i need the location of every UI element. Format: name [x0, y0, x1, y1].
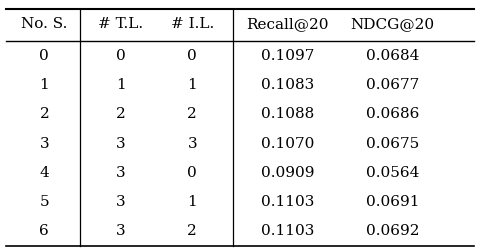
Text: # I.L.: # I.L.	[171, 17, 214, 31]
Text: 2: 2	[187, 107, 197, 121]
Text: 3: 3	[116, 136, 125, 150]
Text: 3: 3	[116, 166, 125, 180]
Text: 0: 0	[39, 49, 49, 63]
Text: 3: 3	[188, 136, 197, 150]
Text: 2: 2	[187, 224, 197, 238]
Text: # T.L.: # T.L.	[98, 17, 143, 31]
Text: 0.0684: 0.0684	[366, 49, 420, 63]
Text: 3: 3	[39, 136, 49, 150]
Text: 0.1103: 0.1103	[261, 195, 314, 209]
Text: 1: 1	[187, 195, 197, 209]
Text: 0: 0	[187, 49, 197, 63]
Text: 0.0564: 0.0564	[366, 166, 420, 180]
Text: 0.1083: 0.1083	[261, 78, 314, 92]
Text: 6: 6	[39, 224, 49, 238]
Text: 0.1070: 0.1070	[261, 136, 314, 150]
Text: 1: 1	[39, 78, 49, 92]
Text: 0.1097: 0.1097	[261, 49, 314, 63]
Text: 0.0691: 0.0691	[366, 195, 420, 209]
Text: 0.0686: 0.0686	[366, 107, 420, 121]
Text: 1: 1	[187, 78, 197, 92]
Text: No. S.: No. S.	[21, 17, 68, 31]
Text: 3: 3	[116, 224, 125, 238]
Text: 5: 5	[39, 195, 49, 209]
Text: 0.0692: 0.0692	[366, 224, 420, 238]
Text: 0: 0	[116, 49, 126, 63]
Text: 0.0677: 0.0677	[366, 78, 420, 92]
Text: 4: 4	[39, 166, 49, 180]
Text: 0: 0	[187, 166, 197, 180]
Text: 3: 3	[116, 195, 125, 209]
Text: 0.1103: 0.1103	[261, 224, 314, 238]
Text: 0.0675: 0.0675	[366, 136, 420, 150]
Text: 2: 2	[39, 107, 49, 121]
Text: NDCG@20: NDCG@20	[351, 17, 435, 31]
Text: 2: 2	[116, 107, 126, 121]
Text: Recall@20: Recall@20	[246, 17, 329, 31]
Text: 0.0909: 0.0909	[261, 166, 314, 180]
Text: 1: 1	[116, 78, 126, 92]
Text: 0.1088: 0.1088	[261, 107, 314, 121]
